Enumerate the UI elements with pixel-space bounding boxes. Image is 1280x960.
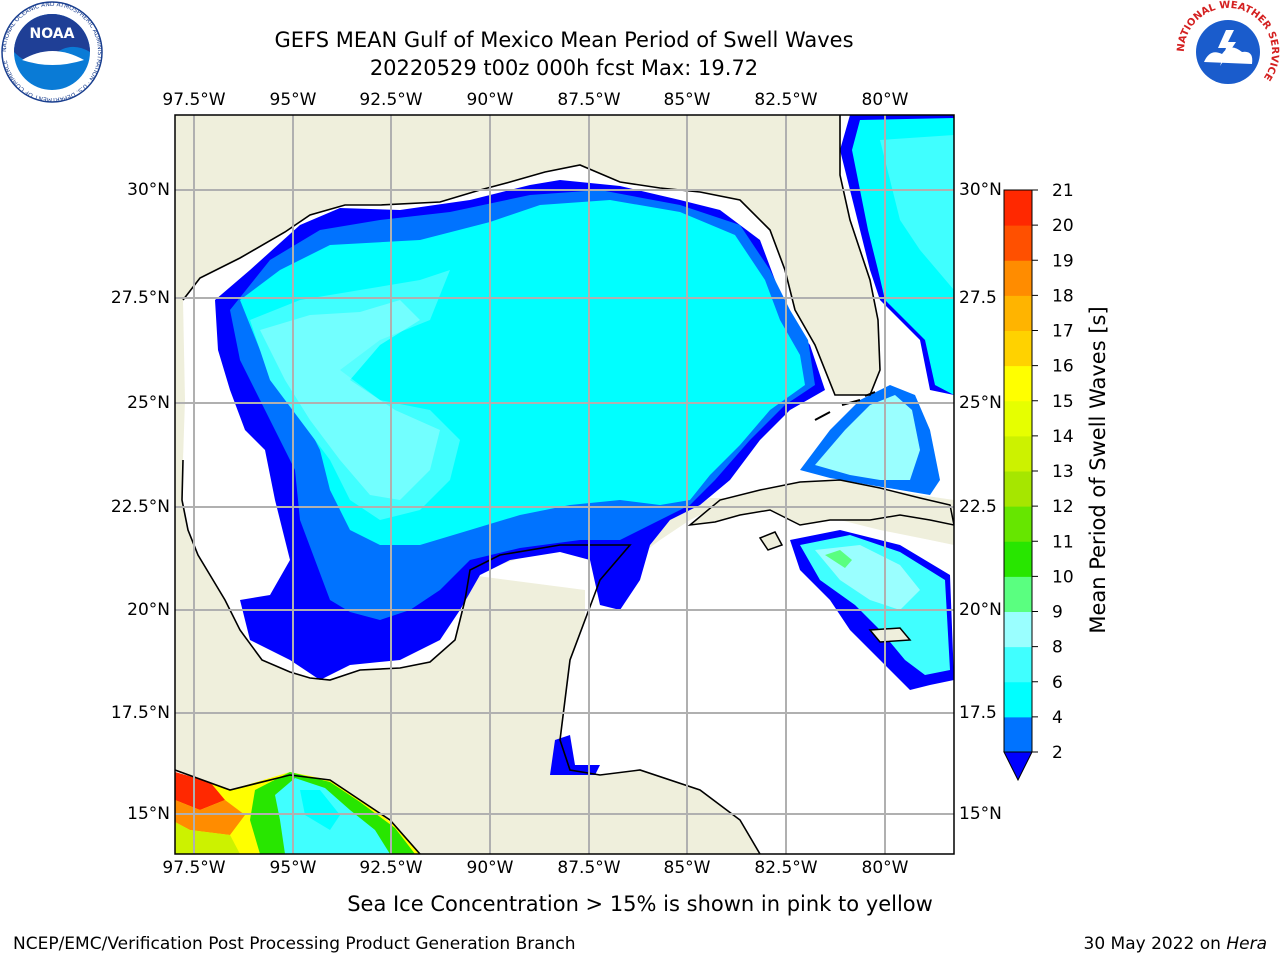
- map-content: [175, 115, 954, 854]
- lon-label-top: 82.5°W: [754, 90, 818, 110]
- lon-label-top: 80°W: [861, 90, 909, 110]
- colorbar-segment: [1004, 646, 1032, 683]
- lat-label-left: 20°N: [127, 600, 170, 620]
- colorbar: 2 4 6 8 9 10 11 12 13 14 15 16 17 18 19 20 21: [1003, 181, 1074, 782]
- colorbar-tick-label: 16: [1052, 357, 1074, 377]
- colorbar-segment: [1004, 260, 1032, 296]
- sea-ice-note: Sea Ice Concentration > 15% is shown in …: [347, 892, 933, 916]
- lat-label-right: 30°N: [959, 180, 1002, 200]
- colorbar-segment: [1004, 365, 1032, 402]
- lat-label-right: 15°N: [959, 804, 1002, 824]
- colorbar-segment: [1004, 435, 1032, 472]
- lon-label-top: 87.5°W: [557, 90, 621, 110]
- lat-label-left: 30°N: [127, 180, 170, 200]
- lat-label-left: 15°N: [127, 804, 170, 824]
- colorbar-segment: [1004, 295, 1032, 331]
- swell-atlantic-light: [880, 135, 954, 290]
- lat-label-left: 27.5°N: [110, 288, 170, 308]
- noaa-logo-text: NOAA: [30, 26, 75, 42]
- lon-label-top: 95°W: [269, 90, 317, 110]
- colorbar-extend-triangle: [1003, 751, 1033, 782]
- colorbar-tick-label: 6: [1052, 673, 1063, 693]
- colorbar-tick-label: 15: [1052, 392, 1074, 412]
- swell-straits-light: [815, 395, 920, 480]
- colorbar-label: Mean Period of Swell Waves [s]: [1086, 306, 1110, 634]
- map-title: GEFS MEAN Gulf of Mexico Mean Period of …: [274, 28, 854, 52]
- graticule: [175, 115, 954, 854]
- footer-date: 30 May 2022 on Hera: [1084, 934, 1268, 954]
- colorbar-tick-label: 4: [1052, 708, 1063, 728]
- map-subtitle: 20220529 t00z 000h fcst Max: 19.72: [369, 56, 759, 80]
- colorbar-tick-label: 10: [1052, 567, 1074, 587]
- colorbar-segment: [1004, 225, 1032, 261]
- lat-label-right: 20°N: [959, 600, 1002, 620]
- colorbar-segment: [1004, 681, 1032, 718]
- colorbar-tick-label: 13: [1052, 462, 1074, 482]
- map-frame: [174, 114, 955, 855]
- colorbar-tick-label: 21: [1052, 181, 1074, 201]
- lon-label-bottom: 82.5°W: [754, 858, 818, 878]
- colorbar-segment: [1004, 190, 1032, 226]
- lon-label-top: 92.5°W: [359, 90, 423, 110]
- colorbar-tick-label: 8: [1052, 638, 1063, 658]
- footer-host: Hera: [1226, 934, 1267, 954]
- colorbar-segment: [1004, 471, 1032, 507]
- lon-label-top: 97.5°W: [162, 90, 226, 110]
- footer-date-text: 30 May 2022 on: [1083, 934, 1227, 954]
- lon-label-bottom: 87.5°W: [557, 858, 621, 878]
- colorbar-segment: [1004, 330, 1032, 367]
- noaa-logo: NATIONAL OCEANIC AND ATMOSPHERIC ADMINIS…: [1, 1, 103, 103]
- swell-field-6-8-b: [260, 300, 440, 500]
- colorbar-segment: [1004, 400, 1032, 437]
- colorbar-tick-label: 20: [1052, 216, 1074, 236]
- colorbar-tick-label: 12: [1052, 497, 1074, 517]
- cuba: [687, 479, 954, 527]
- lat-label-left: 25°N: [127, 393, 170, 413]
- lat-label-left: 22.5°N: [110, 497, 170, 517]
- lon-label-bottom: 92.5°W: [359, 858, 423, 878]
- colorbar-tick-label: 11: [1052, 532, 1074, 552]
- lon-label-top: 90°W: [466, 90, 514, 110]
- colorbar-tick-label: 18: [1052, 286, 1074, 306]
- lat-label-right: 17.5: [959, 703, 997, 723]
- colorbar-segment: [1004, 541, 1032, 577]
- colorbar-tick-label: 14: [1052, 427, 1074, 447]
- colorbar-segment: [1004, 716, 1032, 753]
- lon-label-top: 85°W: [663, 90, 711, 110]
- lon-label-bottom: 95°W: [269, 858, 317, 878]
- colorbar-tick-label: 19: [1052, 251, 1074, 271]
- colorbar-segment: [1004, 576, 1032, 612]
- lon-label-bottom: 97.5°W: [162, 858, 226, 878]
- footer-credit: NCEP/EMC/Verification Post Processing Pr…: [13, 934, 576, 954]
- lon-label-bottom: 90°W: [466, 858, 514, 878]
- nws-logo: NATIONAL WEATHER SERVICE: [1176, 0, 1280, 102]
- lat-label-right: 22.5: [959, 497, 997, 517]
- colorbar-tick-label: 17: [1052, 322, 1074, 342]
- colorbar-segment: [1004, 506, 1032, 542]
- colorbar-segment: [1004, 611, 1032, 648]
- colorbar-tick-label: 2: [1052, 743, 1063, 763]
- lon-label-bottom: 80°W: [861, 858, 909, 878]
- lat-label-left: 17.5°N: [110, 703, 170, 723]
- colorbar-tick-label: 9: [1052, 603, 1063, 623]
- lat-label-right: 27.5: [959, 288, 997, 308]
- lon-label-bottom: 85°W: [663, 858, 711, 878]
- lat-label-right: 25°N: [959, 393, 1002, 413]
